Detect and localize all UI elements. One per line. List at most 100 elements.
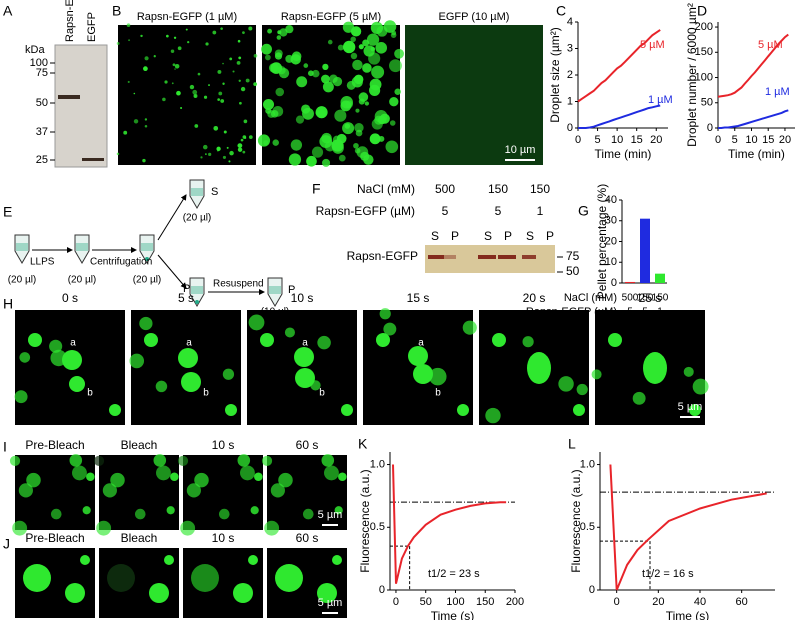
droplet (350, 36, 356, 43)
droplet (237, 147, 243, 152)
droplet (457, 404, 469, 416)
droplet (268, 63, 279, 73)
droplet (643, 352, 667, 384)
bar (625, 281, 635, 283)
droplet (171, 82, 174, 85)
droplet (222, 155, 227, 159)
droplet (331, 139, 344, 152)
droplet (346, 80, 356, 90)
droplet (350, 52, 358, 60)
band (428, 255, 444, 259)
droplet (133, 119, 139, 124)
droplet (226, 146, 229, 149)
droplet (385, 140, 399, 154)
droplet (324, 465, 339, 481)
band (478, 255, 496, 259)
droplet (485, 407, 501, 424)
label: P (288, 284, 295, 296)
droplet (174, 63, 180, 69)
panel-letter: I (3, 439, 7, 455)
droplet (143, 66, 148, 72)
droplet (689, 404, 701, 416)
gel (54, 44, 108, 168)
x-axis-label: Time (min) (595, 147, 652, 161)
annotation: t1/2 = 16 s (642, 568, 694, 580)
label: Bleach (121, 438, 158, 452)
y-tick-label: 1.0 (580, 458, 595, 470)
droplet (322, 158, 331, 167)
droplet (187, 40, 190, 44)
droplet (213, 126, 219, 131)
droplet (263, 98, 275, 110)
panel-letter: B (112, 3, 121, 19)
droplet (172, 63, 176, 67)
droplet (233, 583, 253, 603)
droplet (237, 39, 241, 43)
droplet (248, 26, 253, 31)
droplet (355, 129, 363, 137)
y-tick-label: 100 (695, 71, 713, 83)
droplet (576, 383, 588, 396)
droplet (142, 158, 146, 163)
marker-label: 100 (30, 57, 48, 69)
droplet (208, 152, 212, 157)
x-tick-label: 5 (732, 134, 738, 146)
label: Pre-Bleach (25, 438, 84, 452)
band (498, 255, 516, 259)
label: S (526, 229, 534, 243)
droplet (352, 59, 363, 71)
droplet (344, 100, 353, 109)
droplet (591, 369, 602, 380)
droplet (527, 352, 551, 384)
lane-label: Rapsn-EGFP (64, 0, 76, 42)
droplet (278, 68, 290, 79)
droplet (93, 455, 105, 466)
droplet (363, 45, 375, 57)
droplet (222, 368, 235, 380)
droplet (274, 52, 283, 60)
droplet (272, 139, 279, 146)
droplet (237, 454, 251, 467)
droplet (212, 30, 217, 35)
droplet (383, 20, 397, 33)
droplet (149, 583, 169, 603)
droplet (193, 93, 198, 98)
droplet (383, 322, 397, 336)
gel-unit: kDa (25, 44, 45, 56)
label: 15 s (407, 291, 430, 305)
marker-label: 75 (36, 67, 48, 79)
droplet (294, 347, 314, 367)
droplet (389, 97, 399, 107)
droplet (276, 35, 282, 40)
droplet (275, 87, 285, 97)
droplet (394, 48, 404, 59)
droplet (354, 123, 364, 133)
y-tick-label: 1.0 (370, 458, 385, 470)
droplet (123, 130, 128, 135)
droplet (390, 32, 397, 38)
tube-liquid (76, 243, 88, 251)
droplet (128, 39, 131, 42)
series-line (577, 29, 661, 103)
x-tick-label: 0 (575, 134, 581, 146)
y-axis-label: Droplet size (µm²) (548, 27, 562, 123)
droplet (288, 153, 302, 166)
panel-letter: F (312, 181, 321, 197)
droplet (250, 506, 259, 515)
x-tick-label: 50 (420, 596, 432, 608)
x-tick-label: 200 (506, 596, 524, 608)
label: 60 s (296, 531, 319, 545)
axis (577, 22, 668, 129)
background-fluorescence (405, 25, 543, 165)
droplet (362, 63, 372, 73)
droplet (205, 153, 207, 155)
droplet (237, 143, 243, 148)
droplet (332, 76, 343, 87)
x-tick-label: 20 (650, 134, 662, 146)
y-tick-label: 0.5 (370, 521, 385, 533)
panel-letter: G (578, 203, 589, 219)
droplet (155, 380, 168, 393)
droplet (389, 120, 396, 126)
droplet (341, 404, 353, 416)
